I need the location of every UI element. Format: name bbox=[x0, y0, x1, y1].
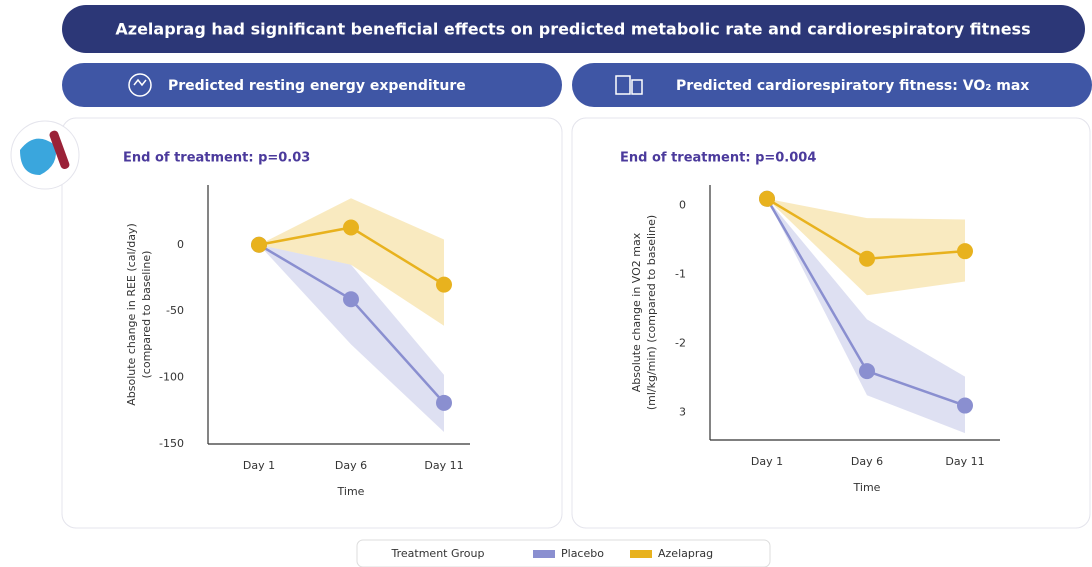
subtitle: End of treatment: p=0.03 bbox=[123, 151, 310, 166]
legend-label: Azelaprag bbox=[658, 547, 713, 560]
data-point bbox=[343, 219, 359, 236]
y-tick-label: -2 bbox=[675, 337, 686, 350]
y-tick-label: 0 bbox=[679, 199, 686, 212]
subtitle: End of treatment: p=0.004 bbox=[620, 151, 816, 166]
legend-swatch bbox=[533, 550, 555, 558]
data-point bbox=[957, 397, 973, 414]
panel-title: Predicted resting energy expenditure bbox=[168, 78, 466, 94]
x-tick-label: Day 11 bbox=[945, 455, 984, 468]
data-point bbox=[759, 190, 775, 207]
panel-card bbox=[571, 117, 1091, 529]
panel-title: Predicted cardiorespiratory fitness: VO₂… bbox=[676, 78, 1029, 94]
x-tick-label: Day 1 bbox=[243, 459, 275, 472]
y-axis-label: (compared to baseline) bbox=[140, 251, 153, 379]
x-axis-label: Time bbox=[337, 485, 365, 498]
y-tick-label: -50 bbox=[166, 304, 184, 317]
confidence-band bbox=[767, 198, 965, 434]
legend-title: Treatment Group bbox=[391, 547, 485, 560]
y-tick-label: -1 bbox=[675, 268, 686, 281]
data-point bbox=[859, 363, 875, 380]
data-point bbox=[436, 394, 452, 411]
panel-card bbox=[61, 117, 563, 529]
title: Azelaprag had significant beneficial eff… bbox=[115, 20, 1030, 39]
y-axis-label: Absolute change in REE (cal/day) bbox=[125, 223, 138, 405]
x-tick-label: Day 6 bbox=[851, 455, 883, 468]
data-point bbox=[957, 243, 973, 260]
data-point bbox=[251, 236, 267, 253]
title-banner bbox=[62, 5, 1085, 53]
x-tick-label: Day 11 bbox=[424, 459, 463, 472]
y-tick-label: -100 bbox=[159, 371, 184, 384]
legend-box bbox=[356, 539, 771, 567]
confidence-band bbox=[259, 244, 444, 433]
confidence-band bbox=[259, 198, 444, 326]
y-tick-label: 3 bbox=[679, 405, 686, 418]
y-axis-label: Absolute change in VO2 max bbox=[630, 232, 643, 392]
data-point bbox=[343, 291, 359, 308]
x-axis-label: Time bbox=[853, 481, 881, 494]
legend-swatch bbox=[630, 550, 652, 558]
data-point bbox=[436, 276, 452, 293]
panel-header bbox=[62, 63, 562, 107]
lab-icon bbox=[10, 120, 80, 190]
confidence-band bbox=[767, 198, 965, 296]
x-tick-label: Day 1 bbox=[751, 455, 783, 468]
header-icon bbox=[128, 73, 643, 97]
data-point bbox=[859, 250, 875, 267]
legend-label: Placebo bbox=[561, 547, 604, 560]
panel-header bbox=[572, 63, 1092, 107]
y-tick-label: -150 bbox=[159, 437, 184, 450]
y-tick-label: 0 bbox=[177, 238, 184, 251]
y-axis-label: (ml/kg/min) (compared to baseline) bbox=[645, 215, 658, 410]
x-tick-label: Day 6 bbox=[335, 459, 367, 472]
